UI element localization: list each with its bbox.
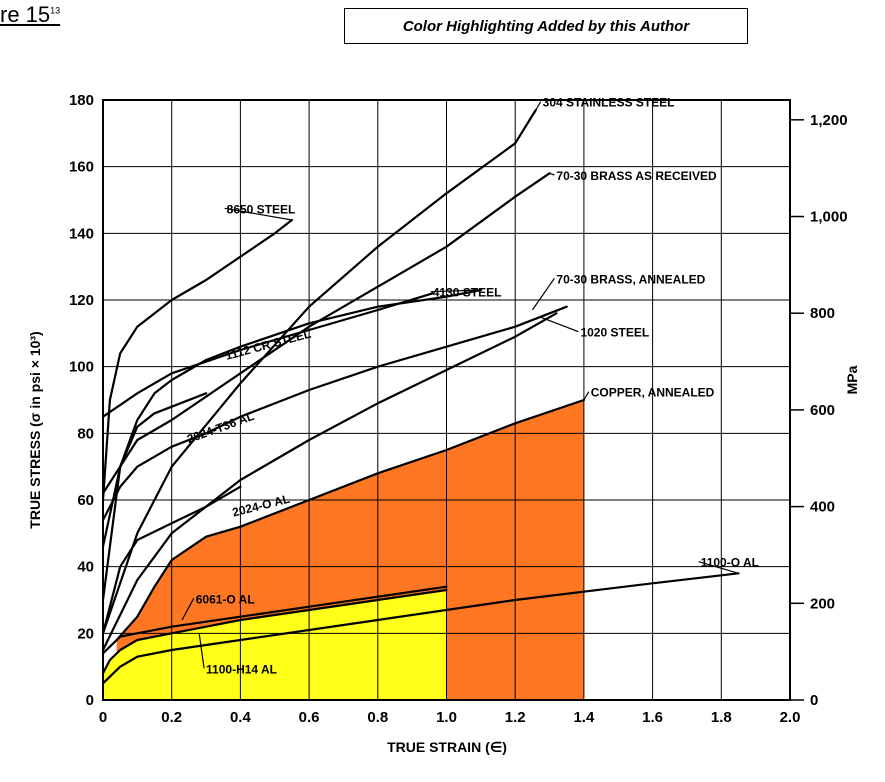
leader-8650-steel: [224, 207, 293, 221]
highlight-note-text: Color Highlighting Added by this Author: [402, 17, 690, 35]
x-axis-label: TRUE STRAIN (∈): [387, 739, 507, 755]
y2-tick-label: 200: [810, 595, 835, 612]
label-6061-o-al: 6061-O AL: [196, 592, 255, 606]
x-tick-label: 0.4: [230, 709, 252, 726]
y-axis-label: TRUE STRESS (σ in psi × 10³): [27, 331, 43, 528]
curve-1112-cr-steel: [101, 292, 434, 418]
curve-6061-o-al: [101, 585, 448, 655]
y-tick-label: 40: [77, 559, 94, 576]
curve-70-30-brass-as-received: [101, 172, 551, 495]
curve-8650-steel: [101, 218, 293, 502]
x-tick-label: 0.2: [161, 709, 182, 726]
label-70-30-brass-as-received: 70-30 BRASS AS RECEIVED: [556, 169, 717, 183]
x-tick-label: 1.2: [505, 709, 526, 726]
highlight-note-box: Color Highlighting Added by this Author: [344, 8, 748, 44]
x-tick-label: 2.0: [780, 709, 801, 726]
curve-2024-o-al: [101, 485, 242, 635]
x-tick-label: 0.8: [367, 709, 388, 726]
y2-tick-label: 0: [810, 692, 818, 709]
y2-axis-label: MPa: [844, 365, 860, 394]
x-tick-label: 1.6: [642, 709, 663, 726]
highlight-regions: [103, 400, 584, 700]
y-tick-label: 20: [77, 625, 94, 642]
tick-labels: 0 0.2 0.4 0.6 0.8 1.0 1.2 1.4 1.6 1.8 2.0 0 20 40 60 80…: [69, 92, 848, 726]
curve-4130-steel: [101, 288, 482, 602]
leader-70-30-brass-as-received: [549, 172, 555, 176]
x-tick-label: 1.4: [573, 709, 595, 726]
y-tick-label: 100: [69, 359, 94, 376]
label-4130-steel: 4130 STEEL: [433, 286, 502, 300]
y-tick-label: 0: [86, 692, 94, 709]
leader-1100-h14-al: [198, 633, 205, 669]
leader-copper-annealed: [583, 391, 590, 401]
figure-prefix: re 15: [0, 2, 51, 27]
leader-70-30-brass-annealed: [531, 277, 555, 311]
y-tick-label: 140: [69, 225, 94, 242]
label-2024-t36-al: 2024-T36 AL: [185, 409, 256, 446]
leader-304-stainless-steel: [535, 101, 542, 111]
y2-tick-label: 1,200: [810, 112, 848, 129]
leader-6061-o-al: [181, 598, 195, 621]
y2-tick-label: 600: [810, 402, 835, 419]
curve-70-30-brass-annealed: [101, 312, 558, 652]
curve-2024-t36-al: [101, 392, 208, 548]
label-304-stainless-steel: 304 STAINLESS STEEL: [543, 96, 675, 110]
y-tick-label: 80: [77, 425, 94, 442]
label-8650-steel: 8650 STEEL: [227, 202, 296, 216]
curve-1100-h14-al: [101, 588, 448, 675]
label-1020-steel: 1020 STEEL: [580, 326, 649, 340]
curve-1100-o-al: [101, 572, 740, 685]
y-tick-label: 120: [69, 292, 94, 309]
label-copper-annealed: COPPER, ANNEALED: [591, 386, 715, 400]
y2-tick-label: 400: [810, 499, 835, 516]
label-1100-o-al: 1100-O AL: [701, 556, 759, 570]
label-1112-cr-steel: 1112 CR STEEL: [224, 327, 313, 363]
leader-1100-o-al: [698, 561, 739, 574]
y2-tick-label: 800: [810, 305, 835, 322]
figure-label: re 1513: [0, 2, 60, 28]
leader-4130-steel: [430, 289, 481, 293]
y-tick-label: 160: [69, 159, 94, 176]
label-leaders: [181, 101, 739, 669]
curve-304-stainless-steel: [101, 108, 537, 635]
x-tick-label: 1.8: [711, 709, 732, 726]
y2-tick-label: 1,000: [810, 209, 848, 226]
x-tick-label: 0.6: [299, 709, 320, 726]
label-70-30-brass-annealed: 70-30 BRASS, ANNEALED: [556, 272, 705, 286]
plot-frame: [102, 99, 791, 701]
figure-reference: 13: [50, 5, 61, 16]
y-tick-label: 180: [69, 92, 94, 109]
label-1100-h14-al: 1100-H14 AL: [206, 662, 277, 676]
x-tick-label: 0: [99, 709, 107, 726]
chart-curves: [101, 108, 740, 685]
curve-1020-steel: [101, 305, 568, 522]
region-1100-h14-al: [103, 590, 447, 700]
curve-copper-annealed: [115, 398, 586, 642]
y-tick-label: 60: [77, 492, 94, 509]
leader-1020-steel: [539, 316, 579, 333]
x-tick-label: 1.0: [436, 709, 457, 726]
